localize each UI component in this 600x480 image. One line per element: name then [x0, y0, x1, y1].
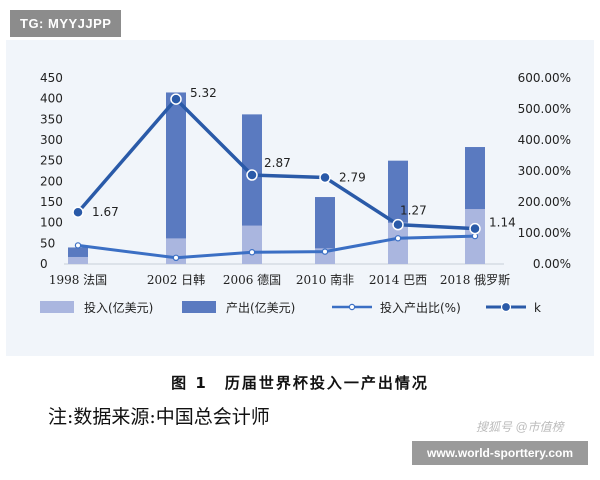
investment-output-chart: 0 50 100 150 200 250 300 350 400 450 0.00% 100.00% 2… [40, 71, 571, 315]
y-left-tick-label: 150 [40, 195, 63, 209]
x-tick-label: 2006 德国 [223, 272, 281, 287]
input-bar [68, 256, 88, 264]
legend-label-ratio: 投入产出比(%) [380, 300, 461, 315]
output-bar [315, 197, 335, 264]
y-left-tick-label: 200 [40, 174, 63, 188]
legend-swatch-input [40, 301, 74, 313]
output-bar [166, 92, 186, 264]
k-point [246, 169, 258, 181]
legend-label-k: k [534, 301, 541, 315]
y-left-tick-label: 400 [40, 92, 63, 106]
y-left-tick-label: 100 [40, 216, 63, 230]
y-left-tick-label: 50 [40, 236, 55, 250]
k-point [392, 218, 404, 231]
input-bar [388, 222, 408, 264]
y-left-tick-label: 250 [40, 154, 63, 168]
ratio-point [248, 249, 256, 256]
x-tick-label: 2014 巴西 [369, 273, 427, 287]
k-data-label: 2.87 [264, 156, 291, 170]
k-data-label: 2.79 [339, 171, 366, 185]
ratio-point [321, 248, 329, 255]
x-tick-label: 1998 法国 [49, 273, 107, 287]
y-left-tick-label: 0 [40, 257, 48, 271]
k-data-label: 5.32 [190, 86, 217, 100]
k-line [76, 96, 476, 231]
x-tick-label: 2018 俄罗斯 [440, 273, 510, 287]
ratio-line [77, 234, 476, 260]
site-watermark: www.world-sporttery.com [412, 441, 588, 465]
k-data-label: 1.67 [92, 205, 119, 219]
figure-caption: 图 1 历届世界杯投入一产出情况 [171, 374, 429, 392]
y-right-tick-label: 400.00% [518, 133, 571, 147]
ratio-point [172, 254, 180, 261]
legend-label-output: 产出(亿美元) [226, 300, 295, 315]
k-point [319, 171, 331, 184]
k-point [170, 93, 182, 105]
y-right-tick-label: 300.00% [518, 164, 571, 178]
k-point [469, 222, 481, 235]
input-bar [242, 225, 262, 264]
legend-marker-k [500, 301, 512, 313]
top-watermark: TG: MYYJJPP [10, 10, 122, 37]
x-tick-label: 2002 日韩 [147, 272, 205, 287]
x-tick-label: 2010 南非 [296, 272, 354, 287]
y-left-tick-label: 300 [40, 133, 63, 147]
ratio-point [394, 235, 402, 242]
k-data-label: 1.14 [489, 216, 516, 230]
y-left-tick-label: 350 [40, 112, 63, 126]
k-data-label: 1.27 [400, 204, 427, 218]
y-right-tick-label: 500.00% [518, 102, 571, 116]
source-note: 注:数据来源:中国总会计师 [48, 406, 270, 428]
legend-label-input: 投入(亿美元) [84, 300, 153, 315]
sohu-watermark: 搜狐号 @市值榜 [476, 420, 564, 434]
y-right-tick-label: 0.00% [533, 257, 571, 271]
chart-panel: 0 50 100 150 200 250 300 350 400 450 0.00% 100.00% 2… [6, 40, 594, 356]
legend-marker-ratio [348, 303, 356, 311]
k-point [72, 206, 84, 218]
y-right-tick-label: 200.00% [518, 195, 571, 209]
y-right-tick-label: 100.00% [518, 226, 571, 240]
y-left-tick-label: 450 [40, 71, 63, 85]
ratio-point [74, 242, 82, 249]
legend-swatch-output [182, 301, 216, 313]
y-right-tick-label: 600.00% [518, 71, 571, 85]
